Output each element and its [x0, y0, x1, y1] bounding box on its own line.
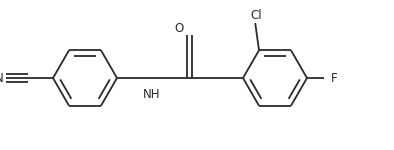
Text: NH: NH [143, 88, 161, 102]
Text: N: N [0, 72, 4, 84]
Text: O: O [175, 22, 184, 36]
Text: Cl: Cl [251, 9, 262, 22]
Text: F: F [331, 72, 337, 84]
